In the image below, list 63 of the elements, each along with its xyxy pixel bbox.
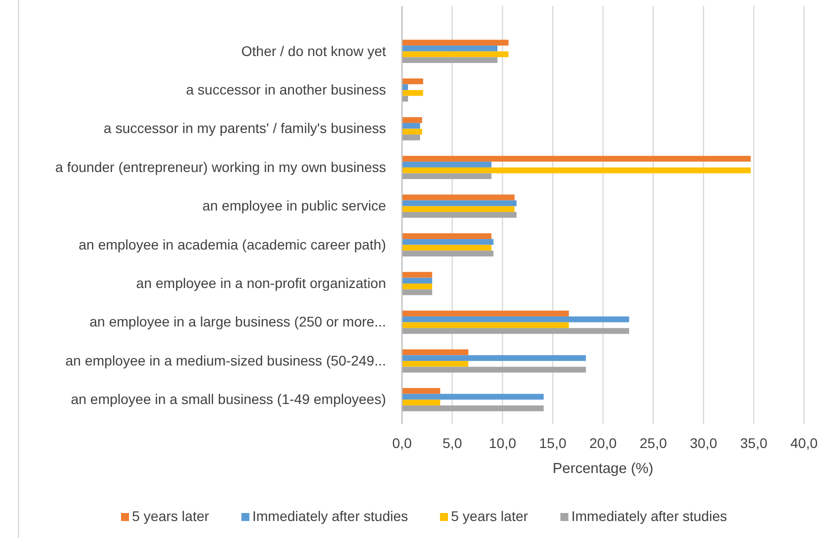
x-tick-label: 20,0 (589, 434, 617, 451)
bar (402, 212, 517, 218)
y-tick-label: an employee in academia (academic career path) (78, 236, 386, 252)
bar (402, 206, 515, 212)
bar (402, 355, 586, 361)
x-tick-label: 10,0 (488, 434, 516, 451)
x-tick-label: 35,0 (740, 434, 768, 451)
bar (402, 400, 440, 406)
bar (402, 40, 509, 46)
bar (402, 394, 544, 400)
x-tick-label: 25,0 (640, 434, 668, 451)
bar (402, 57, 498, 63)
bar (402, 78, 424, 84)
bar (402, 310, 569, 316)
bar (402, 322, 569, 328)
bar (402, 200, 517, 206)
bar (402, 128, 422, 135)
y-tick-label: an employee in public service (202, 198, 386, 214)
bar (402, 272, 432, 278)
x-tick-label: 5,0 (442, 434, 462, 451)
legend-label: 5 years later (132, 508, 210, 524)
legend-label: Immediately after studies (571, 508, 727, 524)
bar (402, 117, 422, 123)
bar (402, 46, 498, 52)
bar (402, 284, 432, 290)
bar (402, 122, 420, 129)
bar (402, 51, 509, 58)
bar (402, 388, 440, 394)
x-tick-label: 30,0 (690, 434, 718, 451)
bar (402, 194, 515, 200)
bar (402, 349, 468, 356)
legend-label: 5 years later (451, 508, 528, 524)
y-tick-label: an employee in a medium-sized business (50-249... (65, 352, 386, 368)
y-tick-label: a founder (entrepreneur) working in my own business (55, 158, 386, 175)
x-tick-label: 0,0 (392, 434, 412, 451)
bar (402, 90, 424, 96)
bar (402, 289, 432, 296)
y-tick-label: a successor in another business (186, 82, 386, 98)
bar (402, 162, 492, 168)
bar (402, 316, 630, 322)
bar (402, 278, 432, 284)
bar (402, 250, 494, 256)
x-axis-title: Percentage (%) (552, 461, 654, 477)
bar (402, 360, 468, 367)
y-tick-label: Other / do not know yet (241, 42, 386, 59)
bar (402, 244, 492, 251)
bar (402, 405, 544, 412)
y-tick-label: an employee in a non-profit organization (136, 275, 386, 292)
bar (402, 239, 494, 245)
bar (402, 173, 492, 180)
x-tick-label: 15,0 (539, 434, 567, 451)
y-tick-label: an employee in a small business (1-49 employees) (70, 391, 386, 408)
bar (402, 156, 751, 162)
bar (402, 167, 751, 174)
y-tick-label: an employee in a large business (250 or more... (90, 314, 386, 330)
bar (402, 134, 420, 140)
y-tick-label: a successor in my parents' / family's business (104, 120, 386, 136)
bar (402, 233, 492, 240)
bar (402, 84, 408, 90)
bar (402, 366, 586, 373)
x-tick-label: 40,0 (790, 434, 818, 451)
bar (402, 328, 630, 334)
legend-label: Immediately after studies (252, 508, 408, 524)
